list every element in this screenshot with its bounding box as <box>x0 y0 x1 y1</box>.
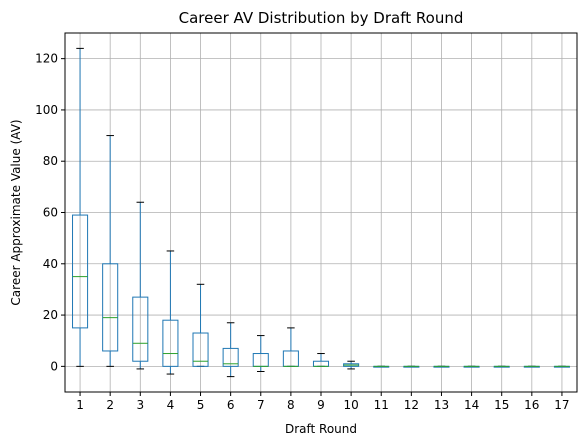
x-axis-label: Draft Round <box>285 422 357 436</box>
box-round-10 <box>343 360 360 370</box>
x-tick-label: 12 <box>404 398 419 412</box>
x-axis-ticks: 1 2 3 4 5 6 7 8 9 10 11 12 13 14 15 16 17 <box>76 392 570 412</box>
iqr-box <box>132 296 149 362</box>
box-round-16 <box>523 365 540 368</box>
box-round-5 <box>192 283 209 367</box>
y-tick-label: 40 <box>43 257 58 271</box>
box-round-2 <box>102 135 119 367</box>
y-tick-label: 20 <box>43 308 58 322</box>
x-tick-label: 11 <box>374 398 389 412</box>
y-tick-label: 0 <box>50 359 58 373</box>
x-tick-label: 1 <box>76 398 84 412</box>
box-round-6 <box>222 322 239 378</box>
x-tick-label: 15 <box>494 398 509 412</box>
box-round-1 <box>72 47 89 367</box>
x-tick-label: 17 <box>554 398 569 412</box>
y-tick-label: 120 <box>35 52 58 66</box>
box-round-14 <box>463 365 480 368</box>
x-tick-label: 9 <box>317 398 325 412</box>
x-tick-label: 5 <box>197 398 205 412</box>
x-tick-label: 14 <box>464 398 479 412</box>
box-round-8 <box>282 327 299 367</box>
x-tick-label: 3 <box>136 398 144 412</box>
y-tick-label: 60 <box>43 206 58 220</box>
x-tick-label: 2 <box>106 398 114 412</box>
y-axis-ticks: 0 20 40 60 80 100 120 <box>35 52 65 373</box>
x-tick-label: 6 <box>227 398 235 412</box>
iqr-box <box>192 332 209 367</box>
y-tick-label: 100 <box>35 103 58 117</box>
box-round-17 <box>553 365 570 368</box>
box-round-9 <box>312 353 330 367</box>
y-tick-label: 80 <box>43 154 58 168</box>
box-round-13 <box>433 365 450 368</box>
box-round-11 <box>373 365 390 368</box>
chart-title: Career AV Distribution by Draft Round <box>179 9 464 27</box>
x-tick-label: 13 <box>434 398 449 412</box>
box-round-3 <box>132 201 149 370</box>
iqr-box <box>162 319 179 367</box>
iqr-box <box>222 347 239 367</box>
x-tick-label: 8 <box>287 398 295 412</box>
box-round-15 <box>493 365 510 368</box>
y-axis-label: Career Approximate Value (AV) <box>9 119 23 305</box>
x-tick-label: 7 <box>257 398 265 412</box>
x-tick-label: 10 <box>343 398 358 412</box>
x-tick-label: 16 <box>524 398 539 412</box>
iqr-box <box>102 263 119 352</box>
box-round-12 <box>403 365 420 368</box>
box-round-7 <box>252 335 269 372</box>
box-round-4 <box>162 250 179 375</box>
x-tick-label: 4 <box>167 398 175 412</box>
iqr-box <box>72 214 89 329</box>
box-series <box>72 47 570 378</box>
